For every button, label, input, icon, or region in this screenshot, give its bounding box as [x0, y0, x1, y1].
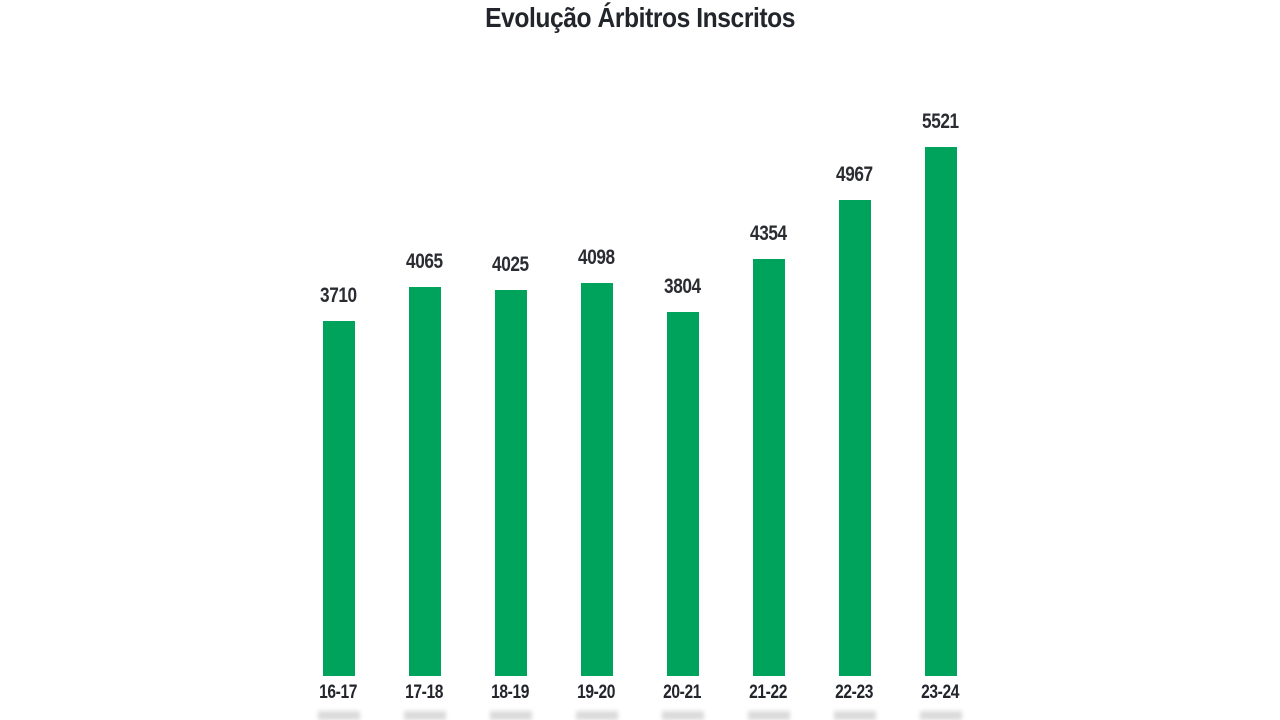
x-axis-tick-label: 21-22: [699, 682, 839, 704]
x-axis-tick-label: 17-18: [355, 682, 495, 704]
bar-value-label: 4098: [527, 246, 667, 270]
chart-title-text: Evolução Árbitros Inscritos: [485, 2, 795, 33]
bottom-edge-artifact: [919, 711, 962, 720]
x-axis-tick-text: 23-24: [921, 682, 960, 703]
x-axis-tick-label: 22-23: [785, 682, 925, 704]
bottom-edge-artifact: [317, 711, 360, 720]
chart-title: Evolução Árbitros Inscritos: [0, 2, 1280, 34]
bar-value-label: 4354: [699, 222, 839, 246]
bottom-edge-artifact: [661, 711, 704, 720]
x-axis-tick-text: 22-23: [835, 682, 874, 703]
bottom-edge-artifact: [489, 711, 532, 720]
bar-value-label: 4967: [785, 163, 925, 187]
bar-value-text: 3804: [664, 275, 701, 298]
bar-value-text: 4098: [578, 246, 615, 269]
bar-value-text: 4354: [750, 222, 787, 245]
x-axis-tick-text: 20-21: [663, 682, 702, 703]
bar-value-text: 5521: [922, 110, 959, 133]
bar-21-22: [752, 259, 785, 676]
x-axis-tick-text: 21-22: [749, 682, 788, 703]
x-axis-tick-label: 18-19: [441, 682, 581, 704]
bar-value-text: 4065: [406, 250, 443, 273]
x-axis-tick-text: 19-20: [577, 682, 616, 703]
bar-value-text: 4967: [836, 163, 873, 186]
x-axis-tick-label: 19-20: [527, 682, 667, 704]
bar-value-text: 4025: [492, 253, 529, 276]
bar-value-label: 5521: [871, 110, 1011, 134]
bar-20-21: [666, 312, 699, 676]
bar-22-23: [838, 200, 871, 676]
bottom-edge-artifact: [403, 711, 446, 720]
x-axis-tick-label: 20-21: [613, 682, 753, 704]
bar-18-19: [494, 290, 527, 676]
bottom-edge-artifact: [575, 711, 618, 720]
x-axis-tick-label: 23-24: [871, 682, 1011, 704]
x-axis-tick-text: 16-17: [319, 682, 358, 703]
bar-value-text: 3710: [320, 284, 357, 307]
x-axis-tick-label: 16-17: [269, 682, 409, 704]
bar-19-20: [580, 283, 613, 676]
bottom-edge-artifact: [747, 711, 790, 720]
bar-23-24: [924, 147, 957, 676]
x-axis-tick-text: 17-18: [405, 682, 444, 703]
bottom-edge-artifact: [833, 711, 876, 720]
bar-16-17: [322, 321, 355, 676]
bar-value-label: 4065: [355, 250, 495, 274]
x-axis-tick-text: 18-19: [491, 682, 530, 703]
bar-value-label: 3804: [613, 275, 753, 299]
bar-value-label: 4025: [441, 253, 581, 277]
bar-value-label: 3710: [269, 284, 409, 308]
bar-17-18: [408, 287, 441, 676]
